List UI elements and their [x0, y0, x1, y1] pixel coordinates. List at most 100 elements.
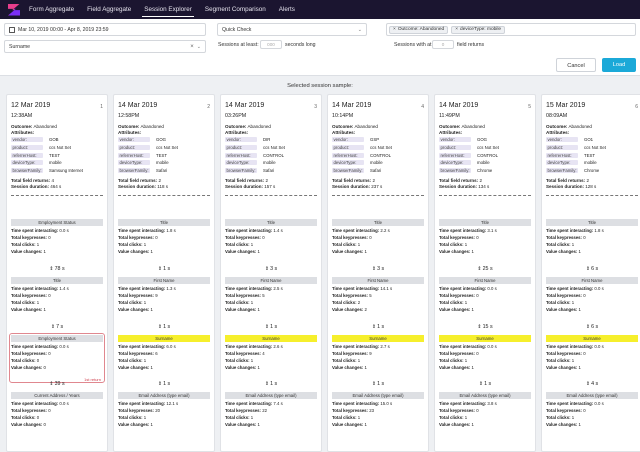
- value-changes-label: Value changes:: [332, 249, 364, 254]
- field-interaction-box[interactable]: Email Address (type email) Time spent int…: [225, 392, 317, 438]
- load-button[interactable]: Load: [602, 58, 636, 72]
- field-select[interactable]: Surname × ⌄: [4, 40, 206, 53]
- keypresses-label: Total keypresses:: [332, 293, 368, 298]
- time-interacting-row: Time spent interacting: 15.0 s: [332, 401, 424, 406]
- value-changes-label: Value changes:: [225, 249, 257, 254]
- keypresses-value: 0: [476, 293, 479, 298]
- field-interaction-box[interactable]: Title Time spent interacting: 1.8 s Total …: [546, 219, 638, 265]
- clear-icon[interactable]: ×: [190, 43, 194, 50]
- tag-outcome[interactable]: × Outcome: Abandoned: [389, 25, 449, 34]
- field-interaction-box[interactable]: Surname Time spent interacting: 2.6 s Tota…: [225, 335, 317, 381]
- attribute-row: vendor: GOG: [118, 136, 210, 143]
- clicks-label: Total clicks:: [11, 242, 36, 247]
- attribute-row: deviceType: mobile: [332, 160, 424, 167]
- duration-value: 157 s: [264, 183, 276, 189]
- total-returns-value: 2: [372, 177, 375, 183]
- session-date: 14 Mar 2019: [118, 102, 158, 109]
- field-interaction-box[interactable]: Surname Time spent interacting: 0.0 s Tota…: [546, 335, 638, 381]
- clicks-row: Total clicks: 1: [439, 300, 531, 305]
- time-interacting-label: Time spent interacting:: [118, 228, 166, 233]
- sample-title: Selected session sample:: [287, 83, 353, 89]
- session-card[interactable]: 6 15 Mar 2019 08:09AM Outcome: Abandoned Att…: [541, 94, 640, 452]
- time-gap-value: 15 s: [482, 324, 493, 330]
- field-interaction-box[interactable]: Current Address / Years Time spent intera…: [11, 392, 103, 438]
- card-divider: [332, 194, 424, 196]
- clicks-value: 1: [464, 242, 468, 247]
- session-card[interactable]: 5 14 Mar 2019 11:49PM Outcome: Abandoned Att…: [434, 94, 536, 452]
- cancel-button[interactable]: Cancel: [556, 58, 596, 72]
- field-interaction-box[interactable]: Title Time spent interacting: 1.4 s Total …: [11, 277, 103, 323]
- field-title: Surname: [118, 335, 210, 342]
- value-changes-label: Value changes:: [118, 249, 150, 254]
- time-gap: ⇕25 s: [439, 266, 531, 272]
- quick-check-select[interactable]: Quick Check ⌄: [217, 23, 367, 36]
- nav-form-aggregate[interactable]: Form Aggregate: [29, 6, 75, 13]
- field-interaction-box[interactable]: Email Address (type email) Time spent int…: [546, 392, 638, 438]
- field-title: Title: [118, 219, 210, 226]
- field-interaction-box[interactable]: Title Time spent interacting: 1.8 s Total …: [118, 219, 210, 265]
- date-range-picker[interactable]: Mar 10, 2019 00:00 - Apr 8, 2019 23:59: [4, 23, 206, 36]
- session-card[interactable]: 4 14 Mar 2019 10:14PM Outcome: Abandoned Att…: [327, 94, 429, 452]
- keypresses-row: Total keypresses: 0: [11, 408, 103, 413]
- nav-alerts[interactable]: Alerts: [278, 6, 295, 13]
- attribute-key: deviceType:: [11, 160, 43, 166]
- attribute-value: mobile: [49, 160, 62, 166]
- session-card[interactable]: 2 14 Mar 2019 12:58PM Outcome: Abandoned Att…: [113, 94, 215, 452]
- field-interaction-box[interactable]: Surname Time spent interacting: 0.0 s Tota…: [439, 335, 531, 381]
- field-interaction-box[interactable]: Email Address (type email) Time spent int…: [332, 392, 424, 438]
- field-interaction-box[interactable]: Surname Time spent interacting: 2.7 s Tota…: [332, 335, 424, 381]
- nav-segment-comparison[interactable]: Segment Comparison: [204, 6, 266, 13]
- time-interacting-row: Time spent interacting: 7.4 s: [225, 401, 317, 406]
- field-interaction-box[interactable]: Email Address (type email) Time spent int…: [439, 392, 531, 438]
- time-gap-value: 25 s: [482, 266, 493, 272]
- seconds-input[interactable]: 000: [260, 40, 282, 49]
- time-interacting-label: Time spent interacting:: [439, 228, 487, 233]
- filter-panel: Mar 10, 2019 00:00 - Apr 8, 2019 23:59 S…: [0, 19, 640, 76]
- value-changes-label: Value changes:: [332, 365, 364, 370]
- field-interaction-box[interactable]: Employment Status Time spent interacting:…: [11, 219, 103, 265]
- field-interaction-box[interactable]: Employment Status Time spent interacting:…: [9, 333, 105, 383]
- nav-field-aggregate[interactable]: Field Aggregate: [87, 6, 132, 13]
- session-card[interactable]: 3 14 Mar 2019 03:26PM Outcome: Abandoned Att…: [220, 94, 322, 452]
- attribute-key: deviceType:: [546, 160, 578, 166]
- value-changes-value: 1: [578, 307, 581, 312]
- clicks-row: Total clicks: 1: [225, 300, 317, 305]
- card-number: 3: [314, 104, 317, 110]
- nav-session-explorer[interactable]: Session Explorer: [142, 0, 194, 19]
- attribute-key: product:: [439, 144, 471, 150]
- clicks-value: 1: [357, 358, 361, 363]
- tag-label: Outcome: Abandoned: [397, 27, 445, 32]
- tag-remove-icon[interactable]: ×: [393, 27, 396, 32]
- value-changes-label: Value changes:: [332, 422, 364, 427]
- field-interaction-box[interactable]: Title Time spent interacting: 3.1 s Total …: [439, 219, 531, 265]
- attribute-key: vendor:: [118, 137, 150, 143]
- session-outcome: Outcome: Abandoned: [439, 124, 531, 129]
- session-card[interactable]: 1 12 Mar 2019 12:38AM Outcome: Abandoned Att…: [6, 94, 108, 452]
- keypresses-label: Total keypresses:: [118, 293, 154, 298]
- time-gap: ⇕1 s: [118, 381, 210, 387]
- chevron-down-icon[interactable]: ⌄: [196, 43, 201, 50]
- field-interaction-box[interactable]: Title Time spent interacting: 2.2 s Total …: [332, 219, 424, 265]
- app-logo-icon[interactable]: [8, 3, 20, 16]
- card-divider: [118, 194, 210, 196]
- total-returns-value: 2: [586, 177, 589, 183]
- tag-device-type[interactable]: × deviceType: mobile: [451, 25, 506, 34]
- session-time: 12:58PM: [118, 113, 140, 119]
- clicks-label: Total clicks:: [225, 415, 250, 420]
- field-returns-input[interactable]: 0: [432, 40, 454, 49]
- field-title: Email Address (type email): [439, 392, 531, 399]
- tag-remove-icon[interactable]: ×: [455, 27, 459, 32]
- segment-tags-input[interactable]: × Outcome: Abandoned × deviceType: mobil…: [386, 23, 636, 36]
- attribute-value: Safari: [370, 168, 382, 174]
- field-interaction-box[interactable]: First Name Time spent interacting: 14.1 s…: [332, 277, 424, 323]
- field-interaction-box[interactable]: Surname Time spent interacting: 6.0 s Tota…: [118, 335, 210, 381]
- field-interaction-box[interactable]: Title Time spent interacting: 1.4 s Total …: [225, 219, 317, 265]
- clicks-label: Total clicks:: [11, 358, 36, 363]
- keypresses-value: 5: [262, 293, 265, 298]
- field-interaction-box[interactable]: Email Address (type email) Time spent int…: [118, 392, 210, 438]
- keypresses-value: 0: [262, 235, 265, 240]
